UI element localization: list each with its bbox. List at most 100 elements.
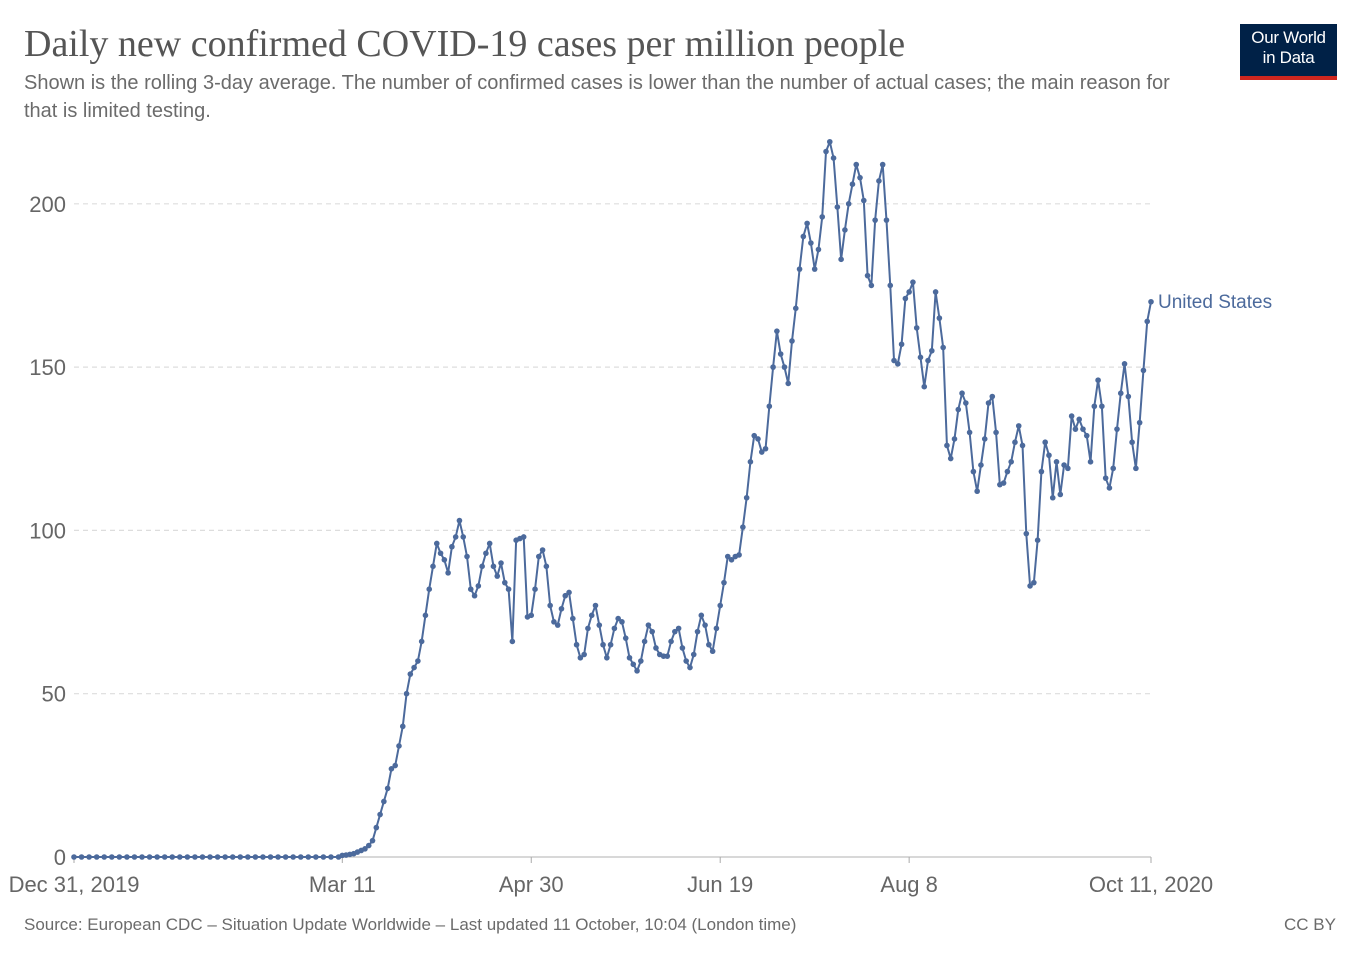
data-point	[108, 854, 115, 860]
data-point	[743, 494, 750, 501]
data-point	[547, 602, 553, 609]
data-point	[305, 854, 312, 860]
data-point	[1000, 480, 1007, 486]
data-point	[486, 540, 493, 547]
data-point	[789, 338, 795, 344]
data-point	[237, 854, 244, 860]
data-point	[702, 622, 708, 628]
data-point	[838, 256, 844, 263]
data-point	[297, 854, 304, 860]
data-point	[925, 357, 931, 364]
data-point	[857, 174, 863, 181]
data-point	[592, 602, 599, 609]
data-point	[415, 658, 421, 664]
data-point	[71, 854, 77, 860]
data-point	[1091, 403, 1098, 410]
series-layer	[71, 138, 1154, 860]
data-point	[879, 161, 886, 168]
data-point	[543, 563, 550, 570]
data-point	[717, 602, 723, 609]
data-point	[664, 653, 671, 659]
data-point	[906, 289, 912, 295]
data-point	[936, 315, 943, 321]
data-point	[774, 328, 780, 334]
data-point	[615, 615, 621, 622]
data-point	[645, 622, 652, 628]
data-point	[653, 645, 659, 651]
data-point	[388, 766, 395, 772]
data-point	[675, 625, 682, 632]
data-point	[913, 325, 920, 331]
data-point	[604, 654, 610, 661]
data-point	[536, 553, 542, 560]
data-point	[770, 364, 776, 370]
x-tick-label: Dec 31, 2019	[9, 872, 140, 897]
data-point	[177, 854, 183, 860]
data-point	[611, 625, 618, 632]
y-tick-label: 50	[42, 682, 66, 707]
data-point	[1110, 465, 1117, 472]
data-point	[706, 641, 712, 648]
data-point	[161, 854, 168, 860]
data-point	[505, 586, 512, 592]
data-point	[407, 671, 414, 677]
data-point	[853, 161, 860, 168]
data-point	[1133, 465, 1139, 472]
data-point	[932, 289, 939, 295]
data-point	[861, 197, 867, 204]
data-point	[819, 214, 826, 220]
data-point	[883, 217, 890, 223]
data-point	[872, 217, 878, 223]
data-point	[898, 341, 905, 348]
data-point	[1072, 426, 1079, 432]
data-point	[709, 648, 716, 655]
data-point	[1080, 426, 1086, 432]
data-point	[437, 550, 444, 557]
data-point	[1042, 439, 1048, 446]
data-point	[728, 556, 735, 563]
data-point	[849, 181, 856, 188]
data-point	[974, 488, 980, 495]
data-point	[154, 854, 160, 860]
data-point	[411, 664, 417, 671]
y-tick-label: 200	[29, 192, 66, 217]
data-point	[993, 429, 999, 436]
source-note: Source: European CDC – Situation Update …	[24, 915, 797, 934]
data-point	[581, 651, 587, 658]
data-point	[808, 240, 814, 246]
data-point	[1049, 494, 1056, 501]
data-point	[781, 364, 788, 370]
data-point	[672, 628, 678, 635]
series-line	[74, 140, 1152, 858]
data-point	[532, 586, 538, 592]
data-point	[528, 612, 535, 619]
data-point	[86, 854, 92, 860]
license-link[interactable]: CC BY	[1284, 915, 1336, 934]
data-point	[940, 344, 946, 351]
data-point	[804, 220, 810, 227]
data-point	[192, 854, 198, 860]
data-point	[747, 459, 754, 465]
data-point	[551, 619, 557, 625]
data-point	[1068, 413, 1075, 419]
data-point	[124, 854, 130, 860]
data-point	[577, 654, 584, 661]
data-point	[826, 138, 833, 145]
data-point	[490, 563, 497, 570]
data-point	[1057, 491, 1064, 498]
data-point	[502, 579, 508, 586]
data-point	[891, 357, 897, 364]
y-tick-label: 0	[54, 845, 66, 870]
owid-logo[interactable]: Our World in Data	[1240, 24, 1337, 80]
data-point	[475, 583, 482, 589]
data-point	[834, 204, 841, 210]
data-point	[260, 854, 266, 860]
data-point	[116, 854, 123, 860]
data-point	[464, 553, 470, 560]
data-point	[736, 552, 742, 558]
data-point	[690, 651, 697, 658]
data-point	[199, 854, 206, 860]
data-point	[740, 524, 746, 530]
data-point	[895, 361, 901, 367]
